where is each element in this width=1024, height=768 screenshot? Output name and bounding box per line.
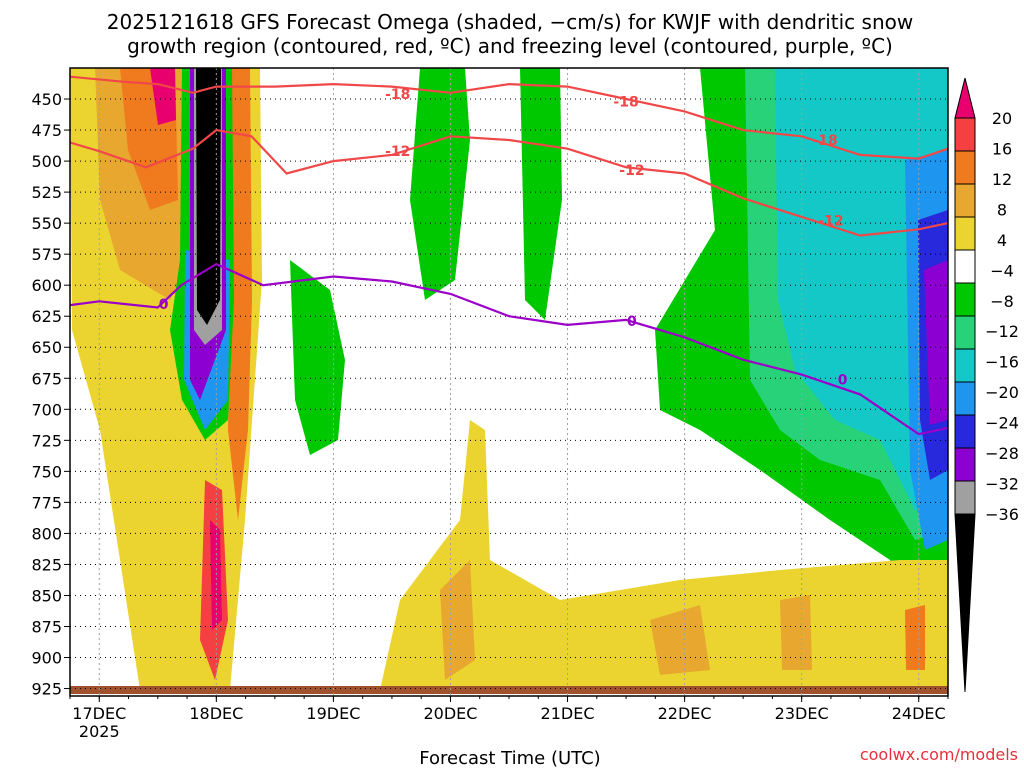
colorbar-segment [954,150,976,185]
colorbar-segment [954,282,976,317]
contour-label: -12 [385,144,410,160]
y-tick-label: 625 [31,307,62,326]
omega-region-negative-8-20dec [410,68,470,300]
credit-text: coolwx.com/models [860,745,1018,764]
y-tick-label: 725 [31,431,62,450]
colorbar-label: −8 [990,292,1014,311]
x-tick-label: 23DEC [775,704,829,723]
colorbar-segment [954,447,976,482]
contour-label: 0 [627,314,637,330]
colorbar-extend-top [954,77,976,119]
x-tick-sublabel-year: 2025 [79,722,120,741]
x-tick-label: 17DEC [72,704,126,723]
y-tick-label: 450 [31,90,62,109]
colorbar-label: 16 [992,139,1012,158]
contour-label: -18 [613,95,638,111]
y-tick-label: 500 [31,152,62,171]
colorbar-label: −16 [985,353,1019,372]
colorbar-segment [954,414,976,449]
omega-region-lowlevel-positive-12 [905,605,925,670]
contour-label: -18 [385,87,410,103]
colorbar-segment [954,480,976,515]
y-tick-label: 550 [31,214,62,233]
colorbar-label: 8 [997,200,1007,219]
colorbar-label: −28 [985,444,1019,463]
omega-region-lowlevel-positive-8-a [440,560,475,680]
omega-shading [70,68,948,690]
colorbar-segment [954,117,976,152]
colorbar-segment [954,216,976,251]
x-tick-label: 21DEC [541,704,595,723]
omega-region-upward-strip [228,68,252,520]
omega-region-positive-20 [150,68,176,125]
chart-title-line-1: 2025121618 GFS Forecast Omega (shaded, −… [107,10,913,34]
y-tick-label: 525 [31,183,62,202]
colorbar-label: −20 [985,383,1019,402]
y-tick-label: 775 [31,493,62,512]
omega-region-lowlevel-positive-8-c [780,595,812,670]
x-tick-label: 19DEC [306,704,360,723]
contour-line [69,128,949,237]
temperature-contours: -18 -18 -18 -12 -12 -12 0 0 0 [69,75,949,436]
chart-title-line-2: growth region (contoured, red, ºC) and f… [127,34,893,58]
y-tick-label: 825 [31,555,62,574]
colorbar-segment [954,249,976,284]
contour-label: -12 [818,214,843,230]
x-tick-label: 18DEC [189,704,243,723]
colorbar-segment [954,381,976,416]
colorbar-segment [954,348,976,383]
omega-region-negative-28-24dec [924,260,948,425]
y-tick-label: 475 [31,121,62,140]
y-tick-label: 675 [31,369,62,388]
y-tick-label: 600 [31,276,62,295]
colorbar-segment [954,183,976,218]
colorbar-label: −12 [985,322,1019,341]
colorbar-label: 20 [992,109,1012,128]
omega-region-negative-36-18dec [196,68,221,325]
y-tick-label: 800 [31,524,62,543]
y-tick-label: 750 [31,462,62,481]
y-tick-label: 900 [31,649,62,668]
y-axis: 450 475 500 525 550 575 600 625 650 675 700 725 750 7… [31,90,70,699]
contour-line [69,262,949,436]
colorbar-label: −24 [985,414,1019,433]
colorbar-label: 12 [992,170,1012,189]
contour-line [69,75,949,160]
x-tick-label: 20DEC [423,704,477,723]
colorbar-label: −32 [985,475,1019,494]
contour-label: 0 [838,373,848,389]
x-axis-label: Forecast Time (UTC) [419,748,600,768]
y-tick-label: 650 [31,338,62,357]
ground-surface [70,686,948,694]
omega-region-negative-16-23dec [775,68,948,510]
y-tick-label: 700 [31,400,62,419]
y-tick-label: 575 [31,245,62,264]
y-tick-label: 875 [31,617,62,636]
colorbar-label: −4 [990,261,1014,280]
colorbar-extend-bottom [954,513,976,693]
x-tick-label: 22DEC [658,704,712,723]
omega-region-negative-8-19dec [290,260,345,455]
colorbar: 20 16 12 8 4 −4 −8 −12 −16 −20 −24 −28 −32 −36 [954,77,1019,693]
colorbar-label: 4 [997,231,1007,250]
colorbar-segment [954,315,976,350]
y-tick-label: 925 [31,680,62,699]
x-tick-label: 24DEC [892,704,946,723]
contour-label: -18 [812,133,837,149]
x-axis: 17DEC 18DEC 19DEC 20DEC 21DEC 22DEC 23DEC 24DEC… [69,696,949,741]
contour-label: -12 [619,163,644,179]
colorbar-label: −36 [985,505,1019,524]
contour-label: 0 [159,297,169,313]
plot-area: -18 -18 -18 -12 -12 -12 0 0 0 [69,67,949,697]
omega-region-negative-8-21dec [520,68,562,320]
y-tick-label: 850 [31,586,62,605]
